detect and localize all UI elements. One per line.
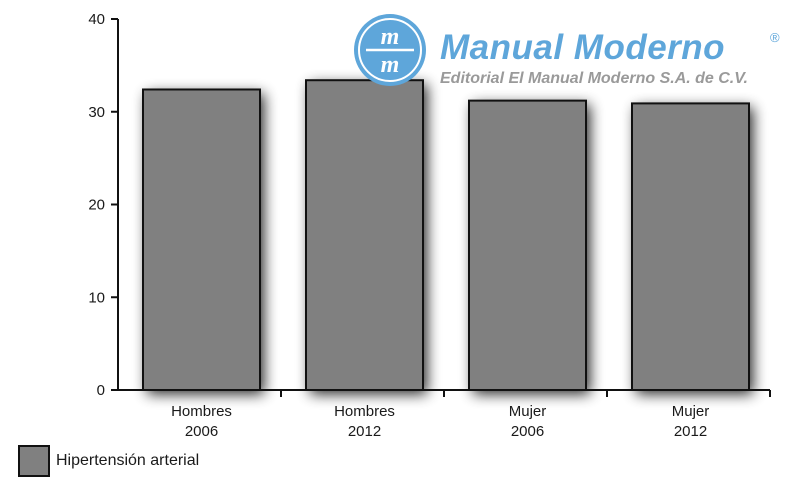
x-tick-label: 2012 [674,423,707,440]
y-tick-label: 20 [88,197,105,214]
x-tick-label: Mujer [672,403,710,420]
x-tick-label: Mujer [509,403,547,420]
y-tick-label: 0 [97,382,105,399]
y-tick-label: 30 [88,104,105,121]
watermark-subtitle: Editorial El Manual Moderno S.A. de C.V. [440,70,748,87]
bar [142,88,261,392]
svg-text:m: m [381,24,400,50]
svg-text:m: m [381,52,400,78]
legend-label: Hipertensión arterial [56,452,200,469]
bar [468,99,587,392]
legend: Hipertensión arterial [18,443,199,479]
manual-moderno-logo-icon: m m [354,14,426,86]
y-tick-label: 40 [88,11,105,28]
x-tick-label: 2012 [348,423,381,440]
x-tick-label: 2006 [511,423,544,440]
x-tick-label: Hombres [171,403,232,420]
registered-mark: ® [770,30,780,45]
x-tick-label: Hombres [334,403,395,420]
y-tick-label: 10 [88,289,105,306]
x-tick-label: 2006 [185,423,218,440]
watermark-logo: m m Manual Moderno ® Editorial El Manual… [352,12,792,92]
bar [305,79,424,391]
watermark-title: Manual Moderno [440,28,726,67]
bar [631,102,750,391]
legend-swatch [18,445,50,477]
